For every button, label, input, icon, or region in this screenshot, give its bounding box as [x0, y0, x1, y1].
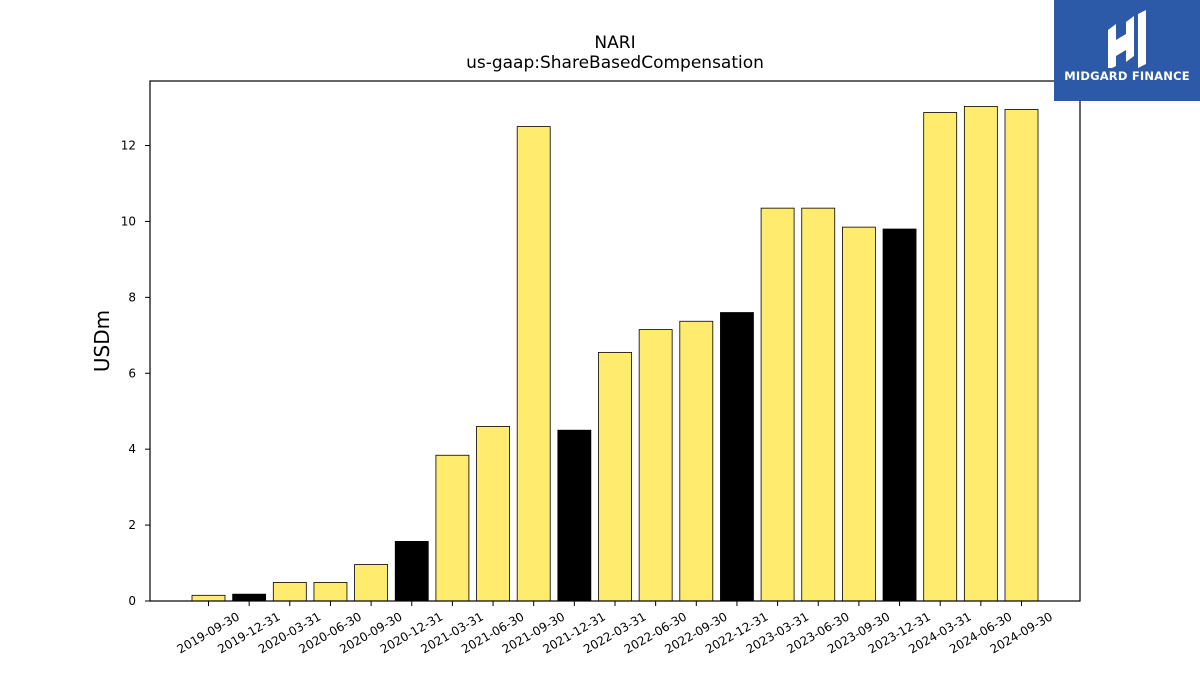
bar-2020-12-31: [394, 541, 429, 602]
chart-subtitle: us-gaap:ShareBasedCompensation: [466, 53, 764, 73]
y-tick-label: 6: [128, 366, 136, 380]
y-tick-label: 2: [128, 518, 136, 532]
bar-2024-03-31: [923, 112, 958, 602]
bar-2022-09-30: [679, 320, 714, 602]
bar-2023-09-30: [842, 226, 876, 602]
y-tick-label: 10: [121, 214, 136, 228]
chart-title: NARI: [594, 33, 635, 53]
bar-2021-09-30: [516, 126, 551, 602]
bar-2022-03-31: [598, 351, 632, 602]
brand-logo: MIDGARD FINANCE: [1054, 0, 1200, 101]
bar-2020-09-30: [354, 564, 389, 602]
bar-2020-06-30: [313, 582, 348, 602]
plot-frame: [149, 80, 1081, 602]
bar-2021-03-31: [435, 454, 470, 602]
y-tick-label: 12: [121, 139, 136, 153]
midgard-logo-icon: [1108, 10, 1146, 68]
y-axis-ticks: 0 2 4 6 8 10 12: [121, 139, 150, 608]
bar-2019-09-30: [191, 594, 226, 602]
bar-2023-12-31: [882, 228, 917, 602]
y-tick-label: 8: [128, 290, 136, 304]
brand-name: MIDGARD FINANCE: [1064, 69, 1190, 83]
bar-2022-12-31: [720, 312, 754, 602]
x-axis-ticks: 2019-09-302019-12-312020-03-312020-06-30…: [175, 601, 1055, 656]
bar-2021-06-30: [476, 425, 510, 602]
bar-2020-03-31: [272, 582, 307, 602]
bar-2021-12-31: [557, 429, 592, 602]
bar-2023-06-30: [801, 207, 836, 602]
bar-2024-09-30: [1004, 109, 1039, 602]
bar-2019-12-31: [232, 593, 267, 602]
bar-2023-03-31: [760, 207, 795, 602]
bars-group: [191, 106, 1039, 602]
y-tick-label: 0: [128, 594, 136, 608]
y-tick-label: 4: [128, 442, 136, 456]
y-axis-label: USDm: [90, 310, 114, 372]
bar-2022-06-30: [638, 329, 673, 602]
bar-2024-06-30: [963, 106, 998, 602]
